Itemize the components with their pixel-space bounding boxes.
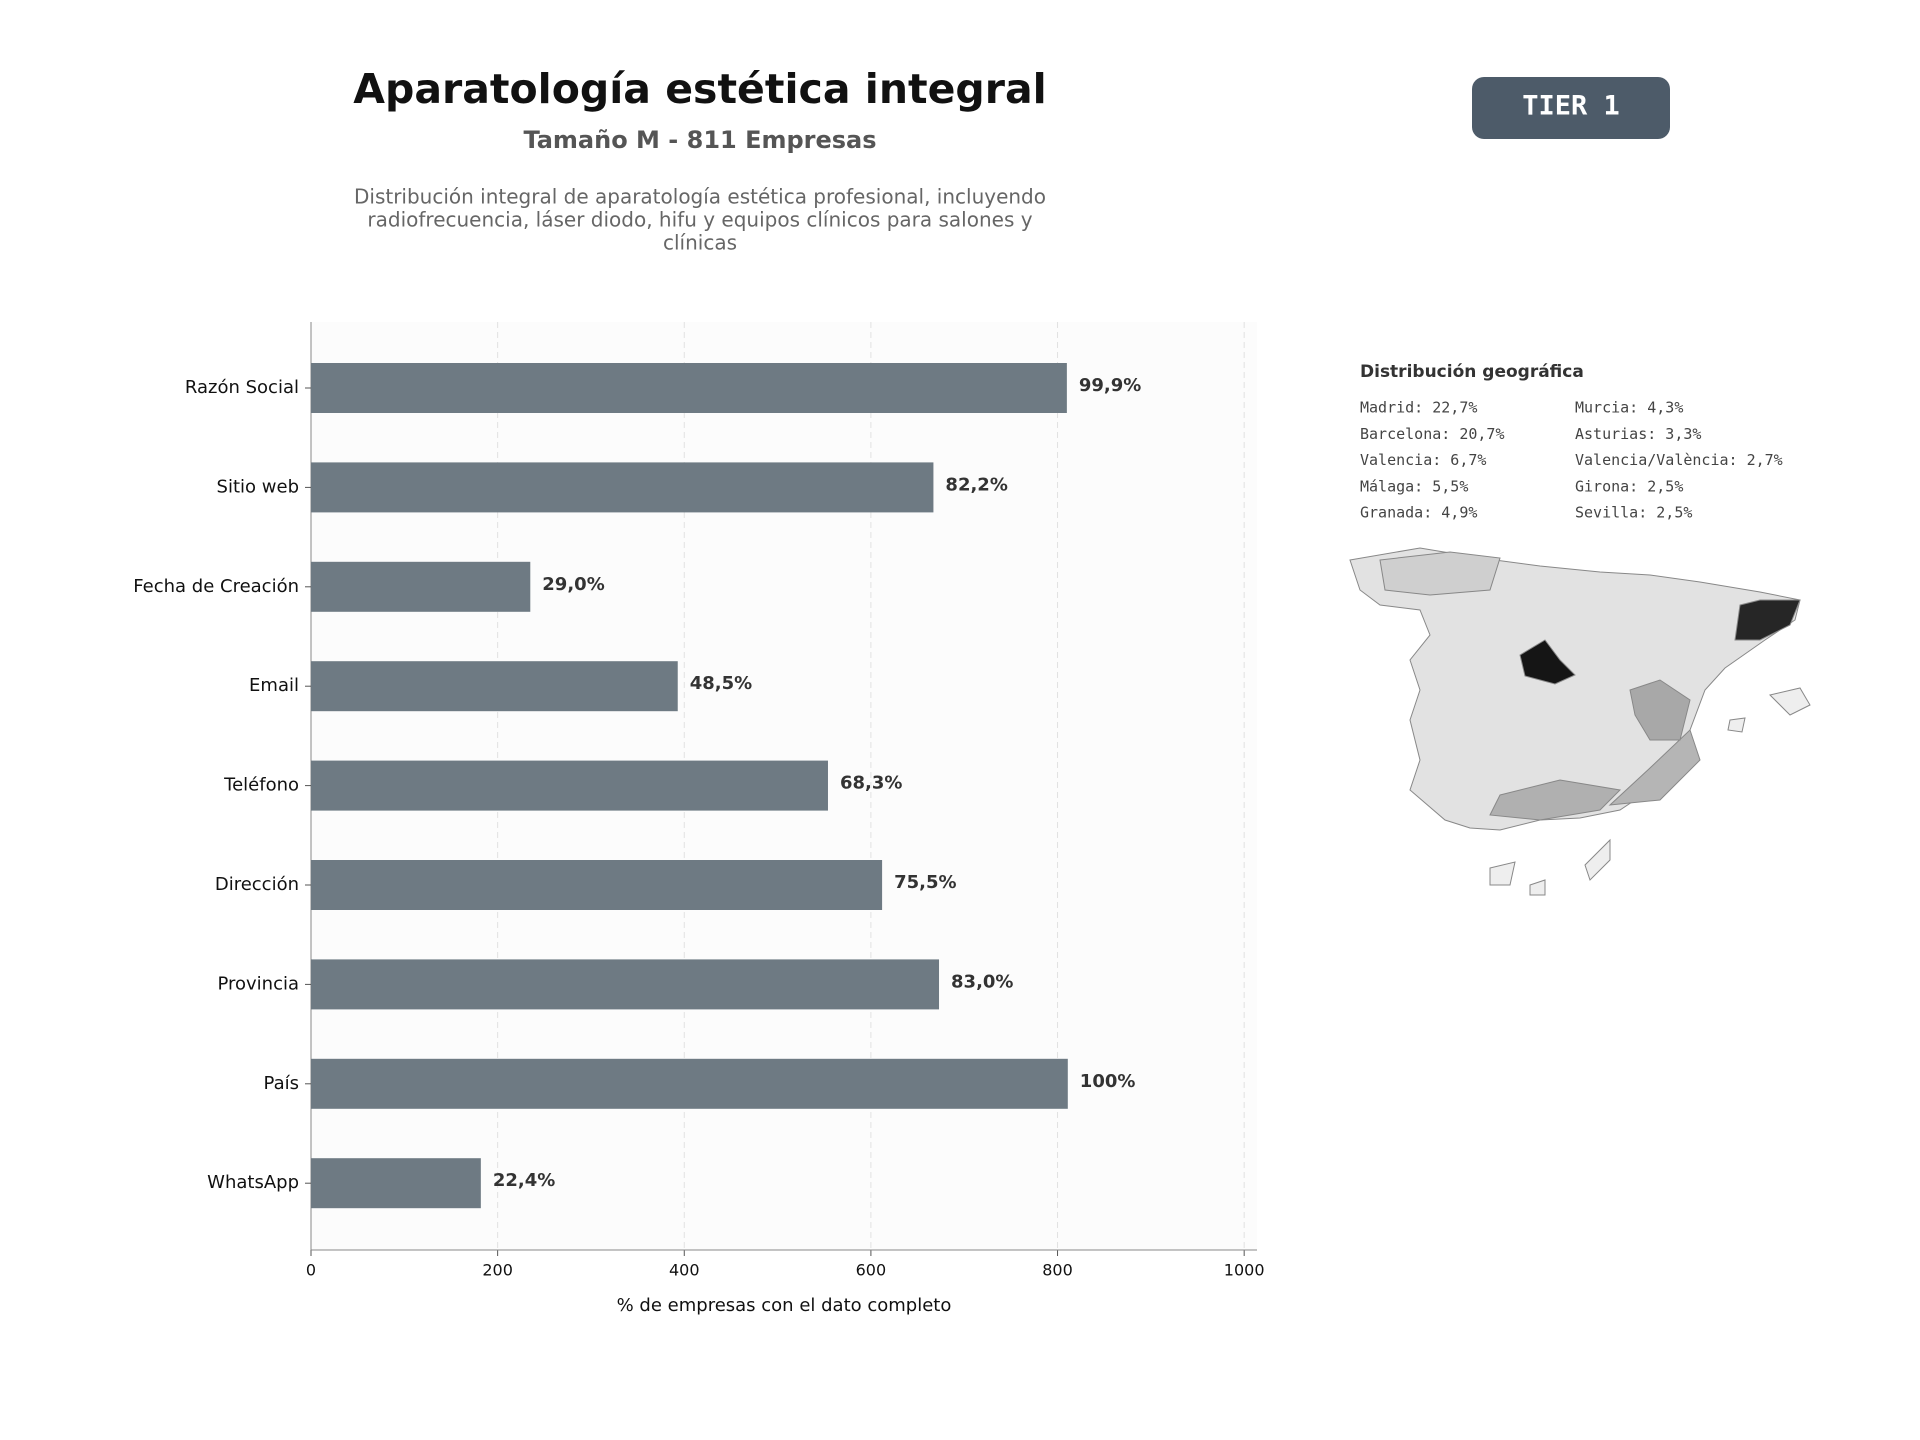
badge [1472,77,1670,139]
bar [311,959,940,1010]
y-tick-label: Dirección [215,874,299,895]
x-tick-label: 200 [482,1261,513,1280]
x-tick-label: 600 [856,1261,887,1280]
value-label: 29,0% [542,574,604,595]
geo-title: Distribución geográfica [1360,362,1584,382]
y-tick-label: Fecha de Creación [133,576,299,597]
geo-entry: Granada: 4,9% [1360,504,1477,522]
geo-entry: Girona: 2,5% [1575,477,1683,495]
bar [311,1058,1068,1109]
bar [311,462,934,513]
subtitle: Tamaño M - 811 Empresas [523,126,876,154]
description: Distribución integral de aparatología es… [354,185,1046,209]
map [1349,547,1811,896]
geo-entry: Valencia: 6,7% [1360,451,1486,469]
y-tick-label: Provincia [217,973,299,994]
bar [311,1158,481,1209]
y-tick-label: WhatsApp [207,1172,299,1193]
bar [311,363,1067,413]
geo-entry: Valencia/València: 2,7% [1575,451,1783,469]
y-tick-label: Sitio web [217,476,299,497]
geo-entry: Sevilla: 2,5% [1575,504,1692,522]
geo-entry: Madrid: 22,7% [1360,399,1477,417]
description: clínicas [663,231,737,255]
x-tick-label: 400 [669,1261,700,1280]
y-tick-label: Email [249,675,299,696]
y-tick-label: País [264,1073,299,1094]
badge-label: TIER 1 [1522,91,1620,122]
y-tick-label: Teléfono [223,775,299,796]
x-tick-label: 0 [306,1261,316,1280]
value-label: 83,0% [951,971,1013,992]
value-label: 22,4% [493,1170,555,1191]
bar [311,561,531,612]
x-tick-label: 1000 [1224,1261,1265,1280]
geo-entry: Málaga: 5,5% [1360,477,1468,495]
y-tick-label: Razón Social [185,377,299,398]
bar [311,760,828,811]
x-axis-label: % de empresas con el dato completo [617,1295,952,1316]
geo-entry: Asturias: 3,3% [1575,425,1701,443]
value-label: 68,3% [840,773,902,794]
value-label: 99,9% [1079,375,1141,396]
bar [311,860,883,910]
x-tick-label: 800 [1042,1261,1073,1280]
value-label: 82,2% [945,474,1007,495]
geo-entry: Barcelona: 20,7% [1360,425,1505,443]
chart-title: Aparatología estética integral [353,65,1046,113]
description: radiofrecuencia, láser diodo, hifu y equ… [367,208,1032,232]
value-label: 48,5% [690,673,752,694]
bar [311,661,678,712]
value-label: 100% [1080,1071,1136,1092]
geo-entry: Murcia: 4,3% [1575,399,1683,417]
value-label: 75,5% [894,872,956,893]
